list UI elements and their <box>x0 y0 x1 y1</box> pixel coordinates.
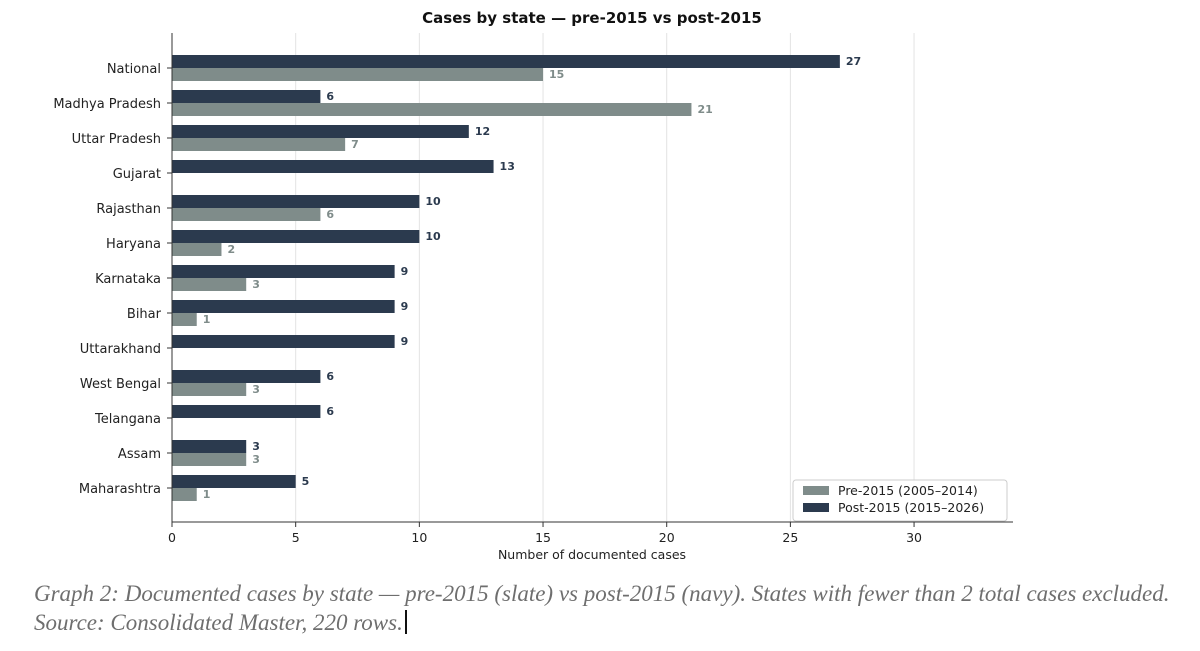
value-label-post-haryana: 10 <box>425 230 441 243</box>
x-tick-label: 5 <box>292 530 300 545</box>
bars <box>172 55 840 501</box>
bar-pre-west-bengal <box>172 383 247 396</box>
chart-title: Cases by state — pre-2015 vs post-2015 <box>422 9 762 27</box>
x-tick-label: 25 <box>782 530 798 545</box>
category-label-haryana: Haryana <box>106 237 161 252</box>
bar-post-telangana <box>172 405 321 418</box>
value-label-pre-maharashtra: 1 <box>203 488 211 501</box>
value-label-post-west-bengal: 6 <box>326 370 334 383</box>
category-label-national: National <box>107 62 161 77</box>
bar-post-rajasthan <box>172 195 420 208</box>
x-tick-label: 15 <box>535 530 551 545</box>
bar-pre-madhya-pradesh <box>172 103 692 116</box>
bar-post-assam <box>172 440 247 453</box>
bar-post-haryana <box>172 230 420 243</box>
legend-box <box>792 479 1008 522</box>
value-label-pre-assam: 3 <box>252 453 260 466</box>
bar-post-national <box>172 55 840 68</box>
bar-pre-bihar <box>172 313 197 326</box>
figure-caption: Graph 2: Documented cases by state — pre… <box>34 579 1184 637</box>
value-label-post-rajasthan: 10 <box>425 195 441 208</box>
bar-post-maharashtra <box>172 475 296 488</box>
value-label-post-madhya-pradesh: 6 <box>326 90 334 103</box>
bar-pre-karnataka <box>172 278 247 291</box>
value-label-post-karnataka: 9 <box>401 265 409 278</box>
value-label-post-assam: 3 <box>252 440 260 453</box>
category-label-maharashtra: Maharashtra <box>79 482 161 497</box>
bar-post-bihar <box>172 300 395 313</box>
category-label-gujarat: Gujarat <box>113 167 161 182</box>
caption-text: Graph 2: Documented cases by state — pre… <box>34 581 1170 635</box>
value-label-post-maharashtra: 5 <box>302 475 310 488</box>
category-label-west-bengal: West Bengal <box>80 377 161 392</box>
category-label-uttarakhand: Uttarakhand <box>80 342 161 357</box>
category-label-karnataka: Karnataka <box>95 272 161 287</box>
bar-pre-uttar-pradesh <box>172 138 346 151</box>
value-label-pre-bihar: 1 <box>203 313 211 326</box>
x-tick-label: 0 <box>168 530 176 545</box>
value-label-post-telangana: 6 <box>326 405 334 418</box>
value-label-post-uttar-pradesh: 12 <box>475 125 490 138</box>
bar-post-gujarat <box>172 160 494 173</box>
legend-label-post: Post-2015 (2015–2026) <box>838 500 984 515</box>
category-label-rajasthan: Rajasthan <box>96 202 161 217</box>
bar-pre-maharashtra <box>172 488 197 501</box>
legend-label-pre: Pre-2015 (2005–2014) <box>838 483 978 498</box>
legend: Pre-2015 (2005–2014) Post-2015 (2015–2026… <box>792 479 1008 522</box>
category-label-bihar: Bihar <box>127 307 162 322</box>
value-label-post-uttarakhand: 9 <box>401 335 409 348</box>
value-label-post-national: 27 <box>846 55 861 68</box>
category-label-uttar-pradesh: Uttar Pradesh <box>72 132 161 147</box>
x-tick-label: 30 <box>906 530 922 545</box>
bar-pre-rajasthan <box>172 208 321 221</box>
bar-post-madhya-pradesh <box>172 90 321 103</box>
x-axis: 0 5 10 15 20 25 30 <box>167 33 1013 545</box>
value-label-pre-national: 15 <box>549 68 564 81</box>
category-labels: National Madhya Pradesh Uttar Pradesh Gujar… <box>53 62 161 497</box>
x-tick-label: 10 <box>411 530 427 545</box>
bar-post-uttarakhand <box>172 335 395 348</box>
category-label-telangana: Telangana <box>94 412 161 427</box>
value-label-pre-uttar-pradesh: 7 <box>351 138 359 151</box>
value-label-pre-west-bengal: 3 <box>252 383 260 396</box>
value-label-post-gujarat: 13 <box>500 160 515 173</box>
value-label-post-bihar: 9 <box>401 300 409 313</box>
value-label-pre-madhya-pradesh: 21 <box>697 103 712 116</box>
legend-swatch-pre <box>803 486 829 495</box>
bar-pre-haryana <box>172 243 222 256</box>
bar-post-karnataka <box>172 265 395 278</box>
value-label-pre-haryana: 2 <box>227 243 235 256</box>
bar-pre-national <box>172 68 544 81</box>
value-label-pre-rajasthan: 6 <box>326 208 334 221</box>
category-label-madhya-pradesh: Madhya Pradesh <box>53 97 161 112</box>
bar-post-uttar-pradesh <box>172 125 469 138</box>
text-cursor <box>404 610 407 634</box>
category-label-assam: Assam <box>118 447 161 462</box>
x-tick-label: 20 <box>659 530 675 545</box>
bar-post-west-bengal <box>172 370 321 383</box>
x-axis-label: Number of documented cases <box>498 547 686 562</box>
bar-pre-assam <box>172 453 247 466</box>
value-label-pre-karnataka: 3 <box>252 278 260 291</box>
legend-swatch-post <box>803 503 829 512</box>
chart: Cases by state — pre-2015 vs post-2015 2… <box>53 9 1013 562</box>
